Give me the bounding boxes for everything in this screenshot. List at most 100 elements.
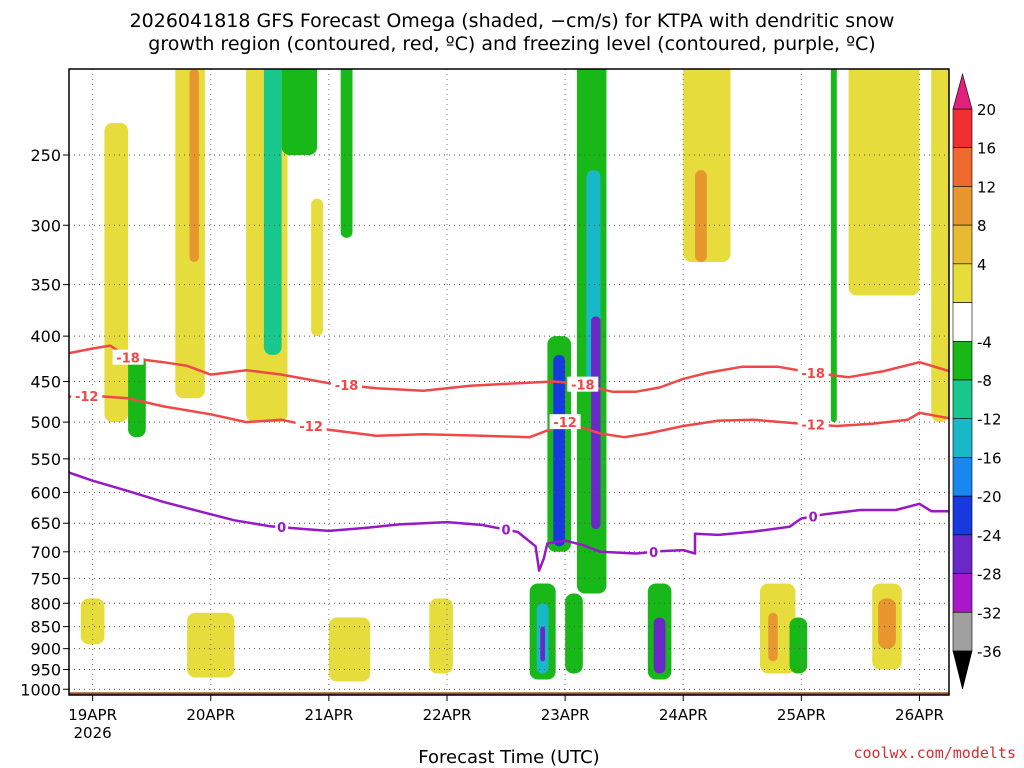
colorbar-bottom-arrow-icon	[952, 650, 973, 690]
omega-cell	[189, 69, 199, 262]
contour-label: -18	[335, 379, 359, 394]
contour-label: -18	[116, 352, 140, 367]
contour-label: -12	[75, 390, 99, 405]
ground-band	[69, 692, 949, 695]
colorbar-label: 20	[977, 101, 996, 119]
colorbar-label: -20	[977, 488, 1002, 506]
omega-cell	[328, 617, 371, 682]
colorbar-swatch	[952, 340, 973, 381]
colorbar-label: -4	[977, 333, 992, 351]
colorbar-swatch	[952, 457, 973, 497]
omega-cell	[128, 354, 146, 438]
y-tick-label: 650	[30, 514, 61, 533]
y-tick-label: 850	[30, 618, 61, 637]
colorbar-top-arrow-icon	[952, 72, 973, 110]
colorbar-label: 8	[977, 217, 987, 235]
y-tick-label: 300	[30, 216, 61, 235]
contour-label: -12	[801, 418, 825, 433]
y-tick-label: 900	[30, 640, 61, 659]
contour-label: 0	[649, 546, 658, 561]
y-tick-label: 400	[30, 327, 61, 346]
contour-label-bg	[647, 543, 661, 559]
omega-cell	[931, 69, 949, 423]
colorbar-label: 4	[977, 256, 987, 274]
colorbar-swatch	[952, 495, 973, 536]
contour-label-bg	[499, 521, 513, 537]
colorbar-label: -24	[977, 527, 1002, 545]
colorbar-label: -36	[977, 643, 1002, 661]
contour-label: -12	[299, 420, 323, 435]
contour-label-bg	[806, 508, 820, 524]
y-tick-label: 950	[30, 660, 61, 679]
y-tick-label: 1000	[20, 680, 61, 699]
y-tick-label: 800	[30, 594, 61, 613]
omega-cell	[311, 198, 323, 337]
y-tick-label: 550	[30, 450, 61, 469]
omega-cell	[830, 69, 837, 423]
contour-label-bg	[71, 388, 103, 404]
omega-cell	[187, 612, 235, 678]
colorbar-swatch	[952, 147, 973, 187]
x-tick-label: 25APR	[777, 706, 826, 724]
contour-label: -18	[571, 379, 595, 394]
omega-cell	[80, 598, 105, 645]
contour-label: -12	[553, 416, 577, 431]
contour-label-bg	[112, 349, 144, 365]
x-tick-label: 26APR	[895, 706, 944, 724]
colorbar-swatch	[952, 534, 973, 574]
contour-0	[69, 471, 949, 572]
x-tick-label: 23APR	[541, 706, 590, 724]
colorbar-swatch	[952, 263, 973, 303]
contour-label-bg	[549, 414, 581, 430]
colorbar-swatch	[952, 108, 973, 149]
omega-cell	[848, 69, 920, 296]
omega-cell	[263, 69, 282, 355]
colorbar-swatch	[952, 611, 973, 652]
colorbar-label: -32	[977, 604, 1002, 622]
omega-cell	[104, 122, 129, 423]
y-tick-label: 600	[30, 483, 61, 502]
y-tick-label: 250	[30, 146, 61, 165]
colorbar-swatch	[952, 186, 973, 226]
y-tick-label: 500	[30, 413, 61, 432]
contour-label: -18	[801, 367, 825, 382]
omega-cell	[565, 593, 583, 674]
contour--18	[69, 344, 949, 393]
chart-title-line2: growth region (contoured, red, ºC) and f…	[148, 33, 876, 55]
omega-cell	[540, 626, 546, 662]
omega-cell	[878, 598, 896, 649]
x-tick-label: 21APR	[304, 706, 353, 724]
colorbar-label: -8	[977, 372, 992, 390]
x-tick-label: 24APR	[659, 706, 708, 724]
x-axis-label: Forecast Time (UTC)	[418, 747, 599, 768]
x-tick-label: 19APR	[68, 706, 117, 724]
omega-cell	[429, 598, 453, 674]
colorbar-label: -16	[977, 449, 1002, 467]
contour-label-bg	[567, 376, 599, 392]
contour-label: 0	[809, 510, 818, 525]
y-tick-label: 700	[30, 543, 61, 562]
contour-label-bg	[797, 416, 829, 432]
chart-title-line1: 2026041818 GFS Forecast Omega (shaded, −…	[129, 10, 895, 32]
contour-label-bg	[331, 377, 363, 393]
contour-label-bg	[295, 418, 327, 434]
colorbar-swatch	[952, 573, 973, 613]
omega-cell	[683, 69, 731, 262]
contour-label: 0	[502, 524, 511, 539]
colorbar-swatch	[952, 302, 973, 342]
omega-cell	[789, 617, 808, 674]
omega-cell	[281, 69, 318, 155]
colorbar-label: -12	[977, 411, 1002, 429]
y-tick-label: 750	[30, 569, 61, 588]
colorbar-swatch	[952, 418, 973, 458]
colorbar-label: 16	[977, 140, 996, 158]
omega-cell	[653, 617, 666, 674]
credit-link[interactable]: coolwx.com/modelts	[853, 744, 1016, 762]
x-tick-label: 22APR	[423, 706, 472, 724]
x-year-label: 2026	[74, 724, 112, 742]
colorbar-label: -28	[977, 566, 1002, 584]
omega-cell	[553, 354, 566, 547]
omega-cell	[695, 170, 707, 262]
y-tick-label: 350	[30, 276, 61, 295]
